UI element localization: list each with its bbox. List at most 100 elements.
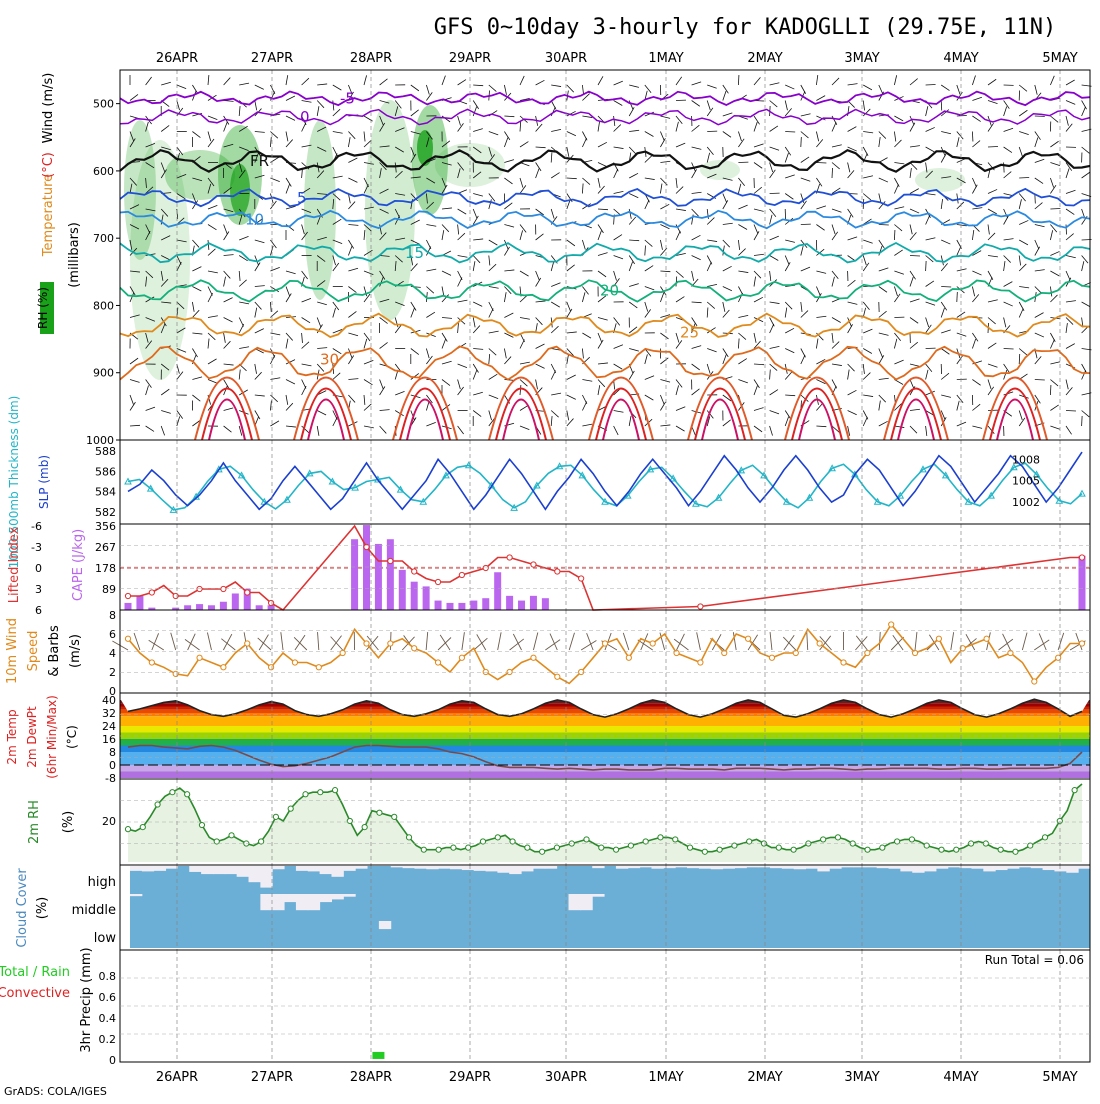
wind10m-series-point [459,655,464,660]
wind-barb [894,163,904,164]
rh2m-series-point [362,825,367,830]
wind-barb [192,310,199,317]
wind-barb [848,370,850,380]
wind10m-barb [152,633,159,650]
wind-barb [894,287,897,297]
wind-barb [520,76,524,85]
wind-barb [941,395,951,397]
wind-barb [255,364,257,374]
wind-barb [754,144,764,147]
lifted-tick-label: -6 [31,520,42,533]
wind-barb [894,225,902,231]
wind-barb [130,358,138,364]
cloud-cover-high-bar [201,866,213,874]
cape-bar [470,601,477,610]
wind-barb [660,395,664,404]
date-label-bottom: 1MAY [648,1070,683,1085]
wind-barb [442,339,446,348]
wind-barb [1004,128,1013,131]
wind-barb [738,75,739,85]
wind-barb [816,139,822,147]
lifted-tick-label: 3 [35,583,42,596]
surface-arch-contour [898,400,934,441]
wind-barb [785,395,795,396]
wind-barb [614,191,624,193]
wind-barb [910,146,920,147]
wind-barb [629,217,636,225]
cloud-cover-high-bar [249,866,261,882]
cloud-cover-high-bar [1066,866,1078,873]
wind-barb [816,96,825,101]
wind-barb [785,349,794,353]
wind-barb [504,138,507,147]
wind-barb [988,380,991,390]
wind-barb [1082,256,1088,264]
wind10m-axis-label: (m/s) [68,634,83,668]
cloud-cover-middle-bar [260,894,272,910]
wind-barb [676,385,679,395]
wind-barb [458,387,464,395]
wind-barb [832,225,835,235]
wind-barb [988,225,989,235]
wind10m-barb [426,632,428,650]
wind-barb [239,302,249,304]
wind-barb [707,147,713,155]
wind-barb [1082,107,1086,116]
wind-barb [286,333,293,340]
cape-bar [530,596,537,610]
wind-barb [473,239,483,240]
wind-barb [1050,116,1058,122]
cloud-cover-middle-bar [308,894,320,910]
wind-barb [629,302,637,308]
date-label-top: 2MAY [747,51,782,66]
wind-barb [286,426,296,427]
wind-barb [988,343,996,349]
wind-barb [239,347,249,349]
wind-barb [785,101,787,111]
wind10m-series-point [531,655,536,660]
cloud-cover-high-bar [877,866,889,868]
wind-barb [146,385,149,395]
rh2m-series-point [599,845,604,850]
lifted-index-series-point [388,558,393,563]
wind-barb [1004,302,1013,306]
cloud-cover-high-bar [414,866,426,869]
wind-barb [458,426,464,434]
cloud-cover-high-bar [189,866,201,872]
wind-barb [645,85,651,93]
wind-barb [317,411,326,416]
wind-barb [645,246,646,256]
wind-barb [1050,76,1054,85]
wind-barb [707,240,717,242]
rh2m-series-point [1072,788,1077,793]
cloud-cover-high-bar [711,866,723,869]
wind-barb [333,132,343,134]
rh2m-series-point [702,849,707,854]
temp2m-tick-label: 8 [109,746,116,759]
rh-shade-blob [304,120,336,300]
temperature-axis-label: Temperature [41,174,56,257]
wind-barb [863,302,869,310]
wind-barb [1082,302,1091,307]
wind-barb [286,184,290,193]
wind10m-barb [171,633,176,650]
wind10m-barb [477,634,486,650]
wind-barb [614,235,622,240]
wind-barb [348,395,355,402]
rh2m-series-point [392,814,397,819]
wind-barb [848,302,858,304]
wind-barb [816,426,826,427]
wind-barb [473,85,483,86]
wind10m-barb [207,632,211,650]
wind-barb [286,380,295,385]
wind-barb [879,401,881,411]
wind-barb [504,225,514,228]
cloud-cover-high-bar [331,866,343,877]
wind-barb [910,189,919,194]
rh2m-series-point [406,835,411,840]
wind10m-axis-label: 10m Wind [5,618,20,684]
wind10m-barb [498,632,501,650]
wind-barb [692,192,702,193]
wind10m-barb [581,640,596,650]
wind-barb [224,255,234,256]
